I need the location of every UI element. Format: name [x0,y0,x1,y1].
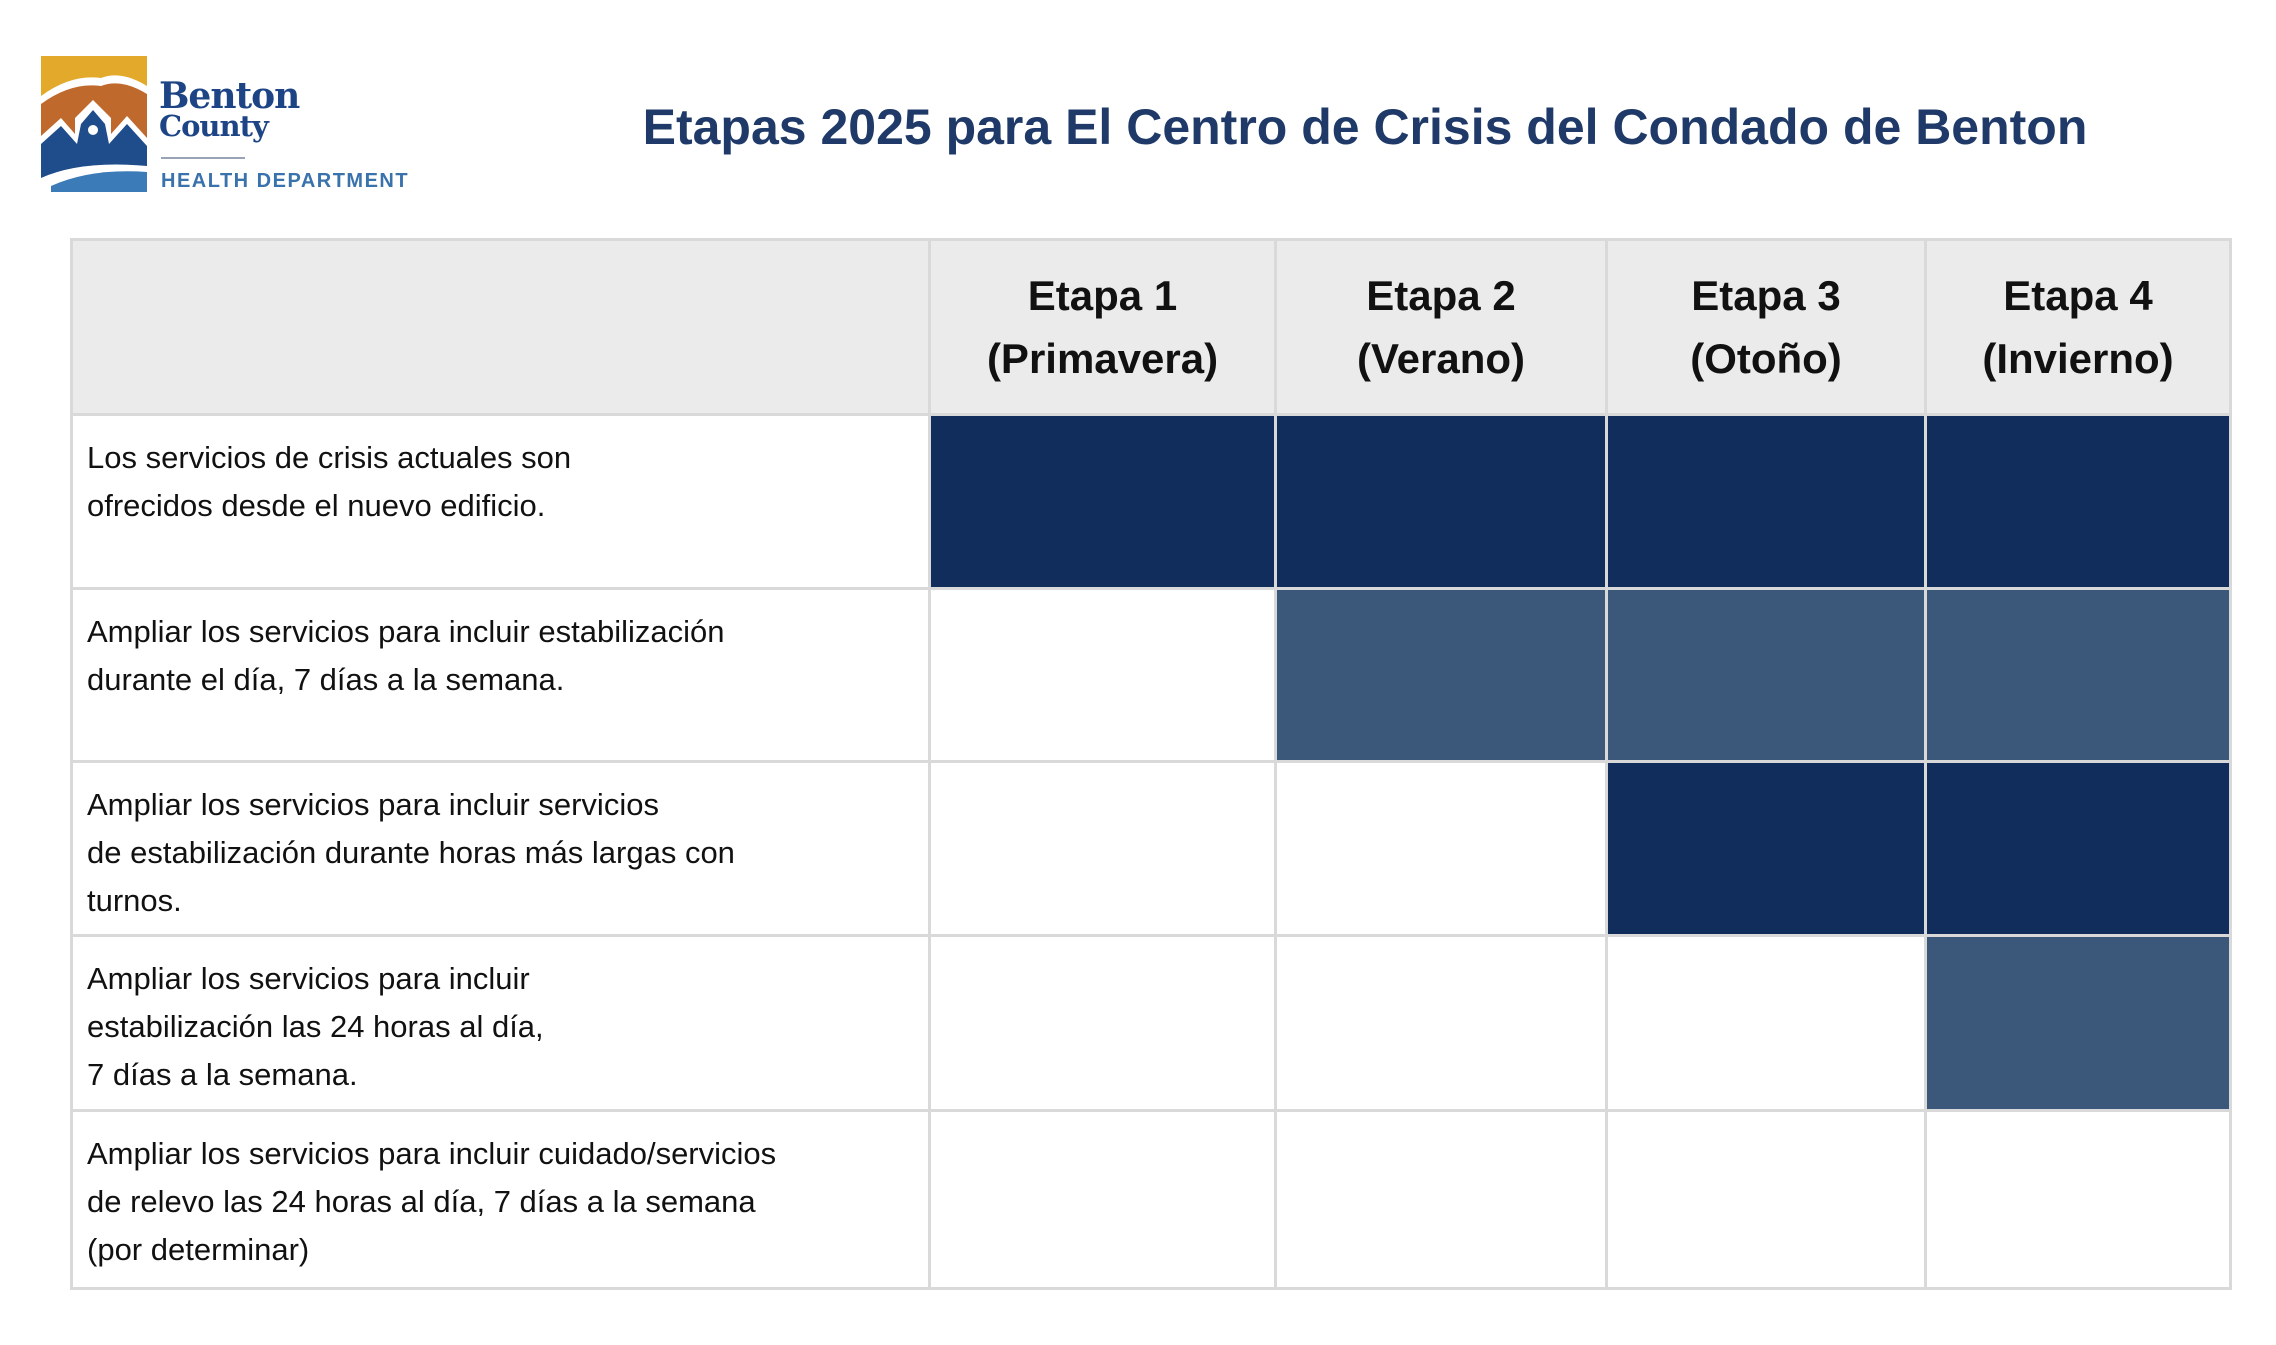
header-row: Etapa 1 (Primavera) Etapa 2 (Verano) Etapa… [70,238,2232,416]
phase-cell-etapa-1-empty [928,760,1277,937]
row-label-line: de relevo las 24 horas al día, 7 días a … [87,1183,756,1219]
phase-cell-etapa-2-mid [1274,587,1608,764]
phase-cell-etapa-2-empty [1274,760,1608,937]
phase-cell-etapa-4-mid [1924,587,2232,764]
column-season: (Primavera) [986,335,1219,382]
phase-cell-etapa-3-dark [1605,760,1927,937]
phase-cell-etapa-2-dark [1274,412,1608,591]
row-label: Ampliar los servicios para incluir servi… [70,760,931,937]
phase-cell-etapa-1-empty [928,1108,1277,1291]
phase-cell-etapa-2-empty [1274,933,1608,1112]
row-label-line: Ampliar los servicios para incluir servi… [87,787,659,823]
phase-cell-etapa-3-empty [1605,1108,1927,1291]
column-header-etapa-1: Etapa 1 (Primavera) [928,238,1277,416]
table-row: Ampliar los servicios para incluir estab… [70,587,2232,764]
phase-cell-etapa-3-empty [1605,933,1927,1112]
row-label-line: durante el día, 7 días a la semana. [87,662,565,698]
phase-cell-etapa-3-dark [1605,412,1927,591]
row-label-line: Ampliar los servicios para incluir estab… [87,614,725,650]
phase-cell-etapa-4-empty [1924,1108,2232,1291]
column-title: Etapa 3 [1691,272,1841,319]
table-row: Ampliar los servicios para incluir cuida… [70,1108,2232,1291]
column-header-etapa-2: Etapa 2 (Verano) [1274,238,1608,416]
column-title: Etapa 2 [1366,272,1516,319]
logo-mark-icon [41,56,147,192]
logo-text-benton: Benton [159,75,300,117]
header-empty-cell [70,238,931,416]
phase-cell-etapa-1-empty [928,587,1277,764]
row-label-line: Ampliar los servicios para incluir cuida… [87,1135,777,1171]
phase-cell-etapa-1-dark [928,412,1277,591]
row-label-line: turnos. [87,883,182,919]
logo-text-county: County [159,109,269,143]
phases-table: Etapa 1 (Primavera) Etapa 2 (Verano) Etapa… [70,238,2232,1291]
row-label-line: ofrecidos desde el nuevo edificio. [87,488,546,523]
column-season: (Verano) [1356,335,1526,382]
row-label: Los servicios de crisis actuales son ofre… [70,412,931,591]
phase-cell-etapa-1-empty [928,933,1277,1112]
row-label-line: Los servicios de crisis actuales son [87,440,572,475]
table-row: Los servicios de crisis actuales son ofre… [70,412,2232,591]
column-season: (Otoño) [1690,335,1842,382]
benton-county-health-logo: Benton County HEALTH DEPARTMENT [41,56,441,196]
column-season: (Invierno) [1982,335,2174,382]
row-label-line: Ampliar los servicios para incluir [87,960,530,996]
phase-cell-etapa-4-dark [1924,412,2232,591]
row-label: Ampliar los servicios para incluir cuida… [70,1108,931,1291]
logo-text-department: HEALTH DEPARTMENT [161,170,410,192]
phase-cell-etapa-3-mid [1605,587,1927,764]
phase-cell-etapa-2-empty [1274,1108,1608,1291]
page-title: Etapas 2025 para El Centro de Crisis del… [642,99,2088,155]
row-label-line: estabilización las 24 horas al día, [87,1008,544,1044]
row-label: Ampliar los servicios para incluir estabi… [70,933,931,1112]
column-title: Etapa 1 [1027,272,1178,319]
table-row: Ampliar los servicios para incluir estabi… [70,933,2232,1112]
phase-cell-etapa-4-mid [1924,933,2232,1112]
row-label-line: 7 días a la semana. [87,1056,358,1092]
column-header-etapa-4: Etapa 4 (Invierno) [1924,238,2232,416]
column-header-etapa-3: Etapa 3 (Otoño) [1605,238,1927,416]
row-label: Ampliar los servicios para incluir estab… [70,587,931,764]
row-label-line: (por determinar) [87,1231,310,1267]
column-title: Etapa 4 [2003,272,2153,319]
phase-cell-etapa-4-dark [1924,760,2232,937]
table-row: Ampliar los servicios para incluir servi… [70,760,2232,937]
row-label-line: de estabilización durante horas más larg… [87,835,735,871]
logo-divider [161,157,245,159]
